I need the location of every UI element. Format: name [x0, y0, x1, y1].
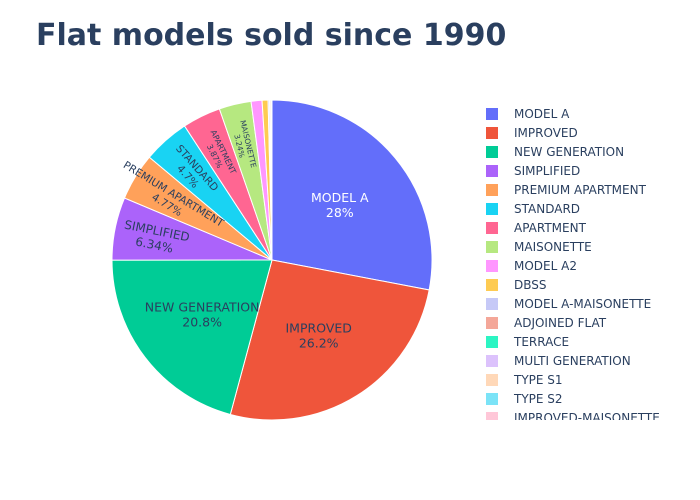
pie-slice-improved[interactable]	[229, 259, 430, 421]
legend-item-simplified[interactable]: SIMPLIFIED	[480, 161, 670, 180]
pie-label-name: NEW GENERATION	[145, 300, 260, 315]
legend-swatch	[486, 278, 498, 291]
pie-label-new-generation: NEW GENERATION 20.8%	[145, 300, 260, 330]
pie-slice-model-a[interactable]	[271, 99, 433, 291]
legend-swatch	[486, 126, 498, 139]
legend-label: MAISONETTE	[514, 239, 592, 254]
legend-swatch	[486, 411, 498, 420]
legend-item-multi-generation[interactable]: MULTI GENERATION	[480, 351, 670, 370]
legend-item-maisonette[interactable]: MAISONETTE	[480, 237, 670, 256]
legend-item-model-a2[interactable]: MODEL A2	[480, 256, 670, 275]
legend-item-improved-maisonette[interactable]: IMPROVED-MAISONETTE	[480, 408, 670, 420]
legend-swatch	[486, 183, 498, 196]
legend-swatch	[486, 145, 498, 158]
legend-swatch	[486, 373, 498, 386]
legend-swatch	[486, 297, 498, 310]
legend-label: MULTI GENERATION	[514, 353, 631, 368]
legend-item-apartment[interactable]: APARTMENT	[480, 218, 670, 237]
legend-label: PREMIUM APARTMENT	[514, 182, 646, 197]
legend-swatch	[486, 240, 498, 253]
pie-label-model-a: MODEL A 28%	[311, 190, 369, 220]
legend-label: TYPE S1	[514, 372, 563, 387]
pie-slice-new-generation[interactable]	[111, 259, 273, 416]
legend-label: IMPROVED-MAISONETTE	[514, 410, 660, 421]
pie-label-percent: 26.2%	[299, 336, 339, 351]
legend-swatch	[486, 164, 498, 177]
legend-item-terrace[interactable]: TERRACE	[480, 332, 670, 351]
legend-swatch	[486, 392, 498, 405]
legend-label: MODEL A2	[514, 258, 577, 273]
legend-item-model-a-maisonette[interactable]: MODEL A-MAISONETTE	[480, 294, 670, 313]
legend-swatch	[486, 107, 498, 120]
pie-label-percent: 28%	[326, 205, 354, 220]
legend-label: TERRACE	[514, 334, 570, 349]
legend-item-premium-apartment[interactable]: PREMIUM APARTMENT	[480, 180, 670, 199]
legend-label: IMPROVED	[514, 125, 578, 140]
legend-label: MODEL A	[514, 106, 570, 121]
legend-swatch	[486, 259, 498, 272]
legend-item-type-s1[interactable]: TYPE S1	[480, 370, 670, 389]
legend-swatch	[486, 221, 498, 234]
legend-item-adjoined-flat[interactable]: ADJOINED FLAT	[480, 313, 670, 332]
legend-item-standard[interactable]: STANDARD	[480, 199, 670, 218]
pie-label-improved: IMPROVED 26.2%	[286, 321, 352, 351]
pie-label-name: MODEL A	[311, 190, 369, 205]
legend-item-new-generation[interactable]: NEW GENERATION	[480, 142, 670, 161]
legend-label: TYPE S2	[514, 391, 563, 406]
legend-label: NEW GENERATION	[514, 144, 625, 159]
legend-swatch	[486, 202, 498, 215]
legend-swatch	[486, 316, 498, 329]
legend: MODEL A IMPROVED NEW GENERATION SIMPLIFIED P…	[480, 104, 670, 420]
pie-label-name: IMPROVED	[286, 321, 352, 336]
legend-item-dbss[interactable]: DBSS	[480, 275, 670, 294]
pie-slices	[111, 99, 433, 421]
legend-label: STANDARD	[514, 201, 581, 216]
legend-swatch	[486, 354, 498, 367]
legend-swatch	[486, 335, 498, 348]
legend-label: ADJOINED FLAT	[514, 315, 607, 330]
legend-item-type-s2[interactable]: TYPE S2	[480, 389, 670, 408]
legend-label: MODEL A-MAISONETTE	[514, 296, 652, 311]
legend-item-model-a[interactable]: MODEL A	[480, 104, 670, 123]
pie-label-percent: 20.8%	[182, 315, 222, 330]
chart-title: Flat models sold since 1990	[36, 18, 507, 53]
legend-label: APARTMENT	[514, 220, 586, 235]
legend-label: SIMPLIFIED	[514, 163, 581, 178]
legend-label: DBSS	[514, 277, 547, 292]
legend-item-improved[interactable]: IMPROVED	[480, 123, 670, 142]
